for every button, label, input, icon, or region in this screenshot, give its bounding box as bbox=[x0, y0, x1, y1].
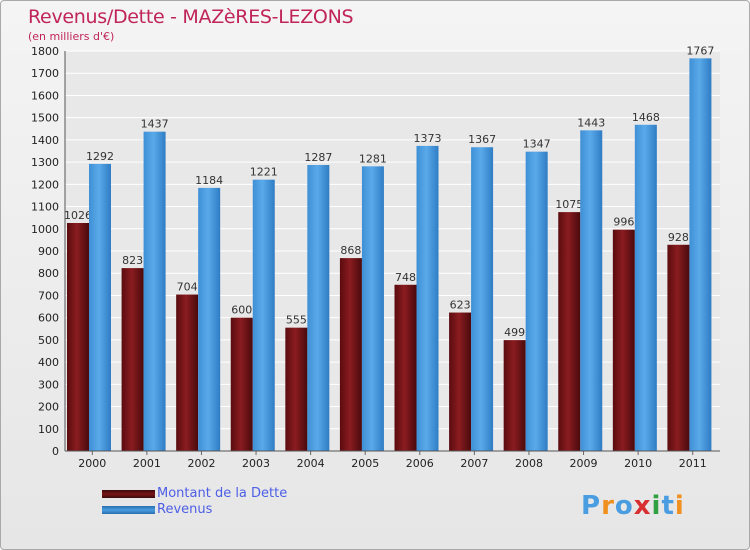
bar-revenus bbox=[471, 147, 494, 451]
y-tick-label: 1400 bbox=[31, 134, 59, 147]
bar-revenus bbox=[361, 166, 384, 452]
data-label: 1287 bbox=[304, 151, 332, 164]
bar-revenus bbox=[580, 130, 603, 452]
x-tick-label: 2000 bbox=[78, 457, 106, 470]
data-label: 1767 bbox=[686, 44, 714, 57]
data-label: 1347 bbox=[523, 138, 551, 151]
bar-revenus bbox=[143, 131, 166, 451]
chart-subtitle: (en milliers d'€) bbox=[28, 30, 115, 43]
x-tick-label: 2009 bbox=[570, 457, 598, 470]
bar-dette bbox=[121, 268, 144, 451]
data-label: 1367 bbox=[468, 133, 496, 146]
data-label: 1026 bbox=[64, 209, 92, 222]
bar-revenus bbox=[525, 151, 548, 451]
y-tick-label: 900 bbox=[38, 245, 59, 258]
y-tick-label: 1200 bbox=[31, 178, 59, 191]
data-label: 748 bbox=[395, 271, 416, 284]
data-label: 1075 bbox=[555, 198, 583, 211]
data-label: 499 bbox=[504, 326, 525, 339]
logo-letter: i bbox=[651, 491, 662, 521]
data-label: 1373 bbox=[414, 132, 442, 145]
bar-dette bbox=[449, 312, 472, 451]
data-label: 868 bbox=[340, 244, 361, 257]
y-tick-label: 1300 bbox=[31, 156, 59, 169]
y-tick-label: 0 bbox=[52, 445, 59, 458]
y-tick-label: 600 bbox=[38, 312, 59, 325]
bar-dette bbox=[285, 327, 308, 451]
y-tick-label: 1000 bbox=[31, 223, 59, 236]
x-tick-label: 2007 bbox=[460, 457, 488, 470]
x-tick-label: 2004 bbox=[297, 457, 325, 470]
data-label: 996 bbox=[613, 216, 634, 229]
bar-revenus bbox=[416, 145, 439, 451]
x-tick-label: 2005 bbox=[351, 457, 379, 470]
data-label: 704 bbox=[177, 281, 198, 294]
data-label: 1437 bbox=[141, 118, 169, 131]
y-tick-label: 1800 bbox=[31, 45, 59, 58]
bar-revenus bbox=[198, 187, 221, 451]
data-label: 1292 bbox=[86, 150, 114, 163]
y-tick-label: 1100 bbox=[31, 201, 59, 214]
y-tick-label: 300 bbox=[38, 378, 59, 391]
y-tick-label: 700 bbox=[38, 289, 59, 302]
data-label: 823 bbox=[122, 254, 143, 267]
bar-dette bbox=[612, 229, 635, 451]
bar-revenus bbox=[307, 165, 330, 451]
bar-revenus bbox=[689, 58, 712, 451]
x-tick-label: 2010 bbox=[624, 457, 652, 470]
y-tick-label: 400 bbox=[38, 356, 59, 369]
bar-dette bbox=[503, 340, 526, 451]
logo-letter: t bbox=[661, 491, 675, 521]
logo-letter: o bbox=[614, 491, 634, 521]
x-tick-label: 2002 bbox=[187, 457, 215, 470]
x-tick-label: 2003 bbox=[242, 457, 270, 470]
bar-dette bbox=[558, 212, 581, 451]
data-label: 600 bbox=[231, 304, 252, 317]
legend-label-revenus: Revenus bbox=[157, 502, 213, 517]
bar-dette bbox=[230, 317, 253, 451]
x-tick-label: 2008 bbox=[515, 457, 543, 470]
x-tick-label: 2001 bbox=[133, 457, 161, 470]
x-tick-label: 2006 bbox=[406, 457, 434, 470]
y-tick-label: 100 bbox=[38, 423, 59, 436]
data-label: 623 bbox=[450, 299, 471, 312]
proxiti-logo: Proxiti bbox=[581, 491, 685, 521]
logo-letter: i bbox=[674, 491, 685, 521]
y-tick-label: 1600 bbox=[31, 89, 59, 102]
data-label: 1443 bbox=[577, 116, 605, 129]
legend-label-dette: Montant de la Dette bbox=[157, 486, 288, 501]
legend-swatch-dette bbox=[102, 490, 155, 498]
y-tick-label: 1700 bbox=[31, 67, 59, 80]
x-tick-label: 2011 bbox=[679, 457, 707, 470]
y-tick-label: 800 bbox=[38, 267, 59, 280]
y-tick-label: 500 bbox=[38, 334, 59, 347]
bar-dette bbox=[667, 244, 690, 451]
logo-letter: P bbox=[581, 491, 602, 521]
bar-revenus bbox=[252, 179, 275, 451]
bar-dette bbox=[67, 223, 89, 451]
logo-letter: x bbox=[633, 491, 652, 521]
logo-letter: r bbox=[601, 491, 615, 521]
bar-revenus bbox=[634, 124, 657, 452]
bar-dette bbox=[339, 258, 362, 451]
bar-dette bbox=[394, 284, 417, 451]
legend-swatch-revenus bbox=[102, 506, 155, 514]
y-tick-label: 1500 bbox=[31, 112, 59, 125]
data-label: 555 bbox=[286, 314, 307, 327]
data-label: 1468 bbox=[632, 111, 660, 124]
data-label: 1281 bbox=[359, 152, 387, 165]
chart-title: Revenus/Dette - MAZèRES-LEZONS bbox=[28, 6, 354, 28]
data-label: 1221 bbox=[250, 166, 278, 179]
data-label: 928 bbox=[668, 231, 689, 244]
bar-revenus bbox=[89, 163, 111, 451]
data-label: 1184 bbox=[195, 174, 223, 187]
y-tick-label: 200 bbox=[38, 401, 59, 414]
bar-dette bbox=[176, 294, 199, 451]
